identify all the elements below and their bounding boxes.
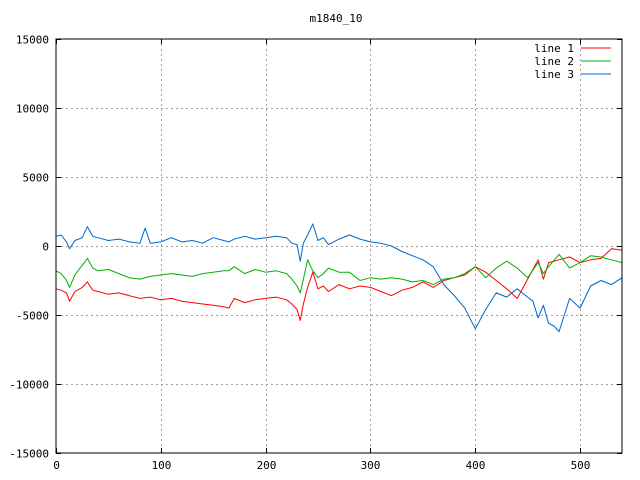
y-tick-label: -10000 [9,379,49,392]
series-lines [55,223,623,333]
series-line-2 [55,253,623,294]
y-tick-label: -15000 [9,448,49,461]
legend-label-2: line 2 [534,55,574,68]
x-tick-label: 0 [53,459,60,472]
y-tick-label: 5000 [23,172,50,185]
y-tick-label: 15000 [16,34,49,47]
x-tick-label: 300 [361,459,381,472]
axis-ticks: 0 100 200 300 400 500 -15000 -10000 -5000 0 5000 10… [9,34,622,472]
x-tick-label: 500 [571,459,591,472]
x-tick-label: 400 [466,459,486,472]
grid-lines [56,39,622,453]
legend-label-1: line 1 [534,42,574,55]
series-line-3 [55,223,623,333]
y-tick-label: -5000 [16,310,49,323]
x-tick-label: 200 [257,459,277,472]
series-line-1 [55,248,623,321]
legend-label-3: line 3 [534,68,574,81]
chart-title: m1840_10 [310,12,363,25]
y-tick-label: 0 [42,241,49,254]
x-tick-label: 100 [152,459,172,472]
y-tick-label: 10000 [16,103,49,116]
